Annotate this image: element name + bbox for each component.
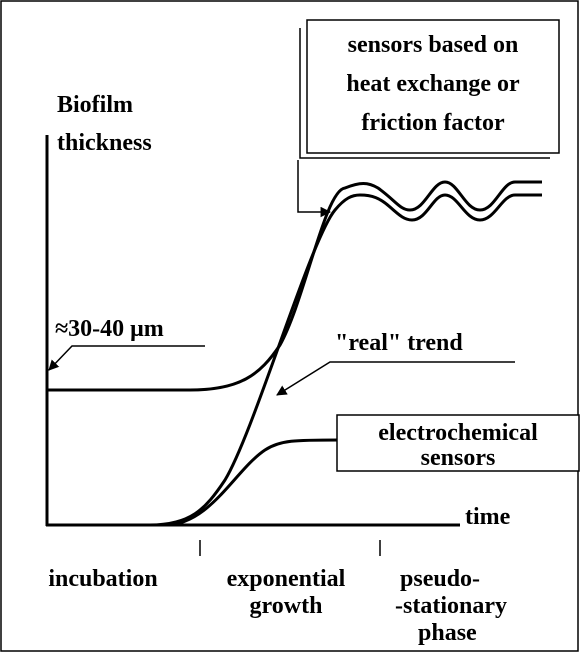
annotation: friction factor bbox=[361, 110, 505, 136]
phase-label: phase bbox=[418, 620, 477, 646]
arrow bbox=[297, 160, 332, 218]
y-axis-label: thickness bbox=[57, 130, 152, 156]
sensors-box bbox=[306, 19, 560, 154]
annotation: heat exchange or bbox=[346, 71, 520, 97]
phase-label: pseudo- bbox=[400, 566, 480, 592]
phase-label: incubation bbox=[48, 566, 157, 592]
phase-label: exponential bbox=[227, 566, 346, 592]
arrow bbox=[276, 361, 515, 396]
electrochemical-curve bbox=[164, 438, 341, 527]
box-shadow bbox=[299, 28, 550, 159]
phase-label: growth bbox=[250, 593, 323, 619]
annotation: ≈30-40 μm bbox=[55, 316, 164, 342]
annotation: sensors based on bbox=[348, 32, 519, 58]
annotation: "real" trend bbox=[335, 330, 463, 356]
phase-label: -stationary bbox=[395, 593, 507, 619]
arrow bbox=[48, 345, 205, 371]
x-axis-label: time bbox=[465, 504, 511, 530]
y-axis-label: Biofilm bbox=[57, 92, 133, 118]
annotation: sensors bbox=[421, 445, 496, 471]
real-curve bbox=[149, 193, 542, 527]
electrochemical-box bbox=[336, 414, 580, 472]
annotation: electrochemical bbox=[378, 420, 538, 446]
